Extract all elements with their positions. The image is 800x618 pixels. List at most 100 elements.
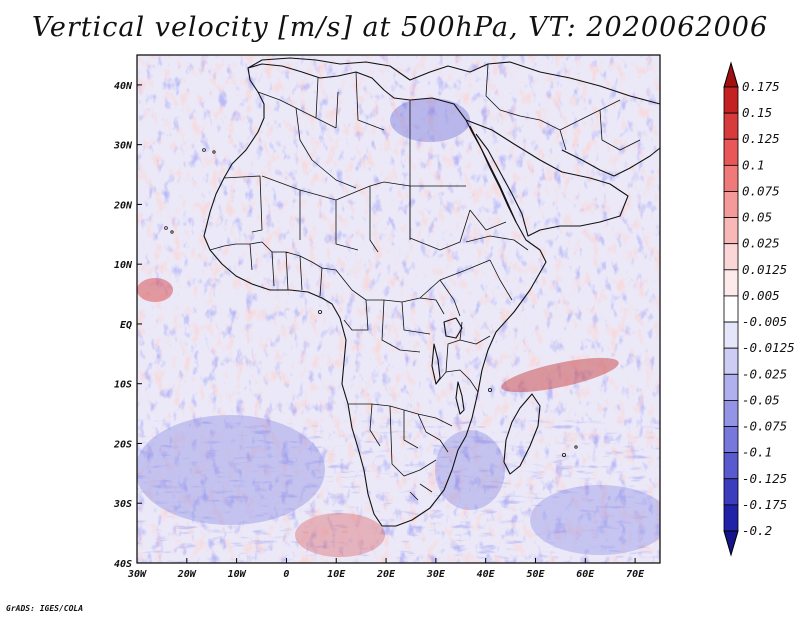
- colorbar-box: [723, 347, 739, 375]
- colorbar-bottom-triangle: [723, 530, 739, 557]
- lon-tick-label: 30E: [426, 569, 446, 580]
- lat-tick-label: 10S: [114, 380, 132, 391]
- lon-tick-label: 20W: [177, 569, 197, 580]
- cape-verde-island: [164, 226, 168, 230]
- colorbar-box: [723, 164, 739, 192]
- colorbar-label: 0.15: [742, 105, 772, 120]
- islands: [164, 148, 578, 457]
- colorbar-label: -0.025: [742, 366, 787, 381]
- lat-tick-label: 30S: [113, 499, 132, 510]
- colorbar-box: [723, 426, 739, 454]
- colorbar-label: 0.025: [742, 236, 780, 251]
- colorbar-label: 0.175: [742, 79, 780, 94]
- colorbar-box: [723, 86, 739, 114]
- persian-gulf: [561, 147, 661, 177]
- colorbar-label: 0.1: [742, 157, 765, 172]
- strong-descent-southwest-atlantic: [137, 415, 325, 525]
- plot-frame: [136, 54, 661, 564]
- bioko-island: [317, 309, 322, 314]
- colorbar-label: 0.05: [742, 210, 772, 225]
- border-maghreb: [257, 71, 385, 189]
- lat-tick-label: 30N: [113, 141, 133, 152]
- colorbar-label: -0.005: [742, 314, 787, 329]
- colorbar-label: -0.2: [742, 523, 772, 538]
- border-sahel: [223, 175, 411, 253]
- colorbar-box: [723, 269, 739, 297]
- lon-tick-label: 10E: [327, 569, 346, 580]
- mauritius-island: [562, 452, 567, 457]
- colorbar-box: [723, 217, 739, 245]
- country-borders: [209, 63, 641, 501]
- colorbar-box: [723, 400, 739, 427]
- africa-coastline: [203, 63, 547, 527]
- lon-tick-label: 30W: [127, 569, 147, 580]
- reunion-island: [574, 445, 578, 449]
- colorbar-label: -0.125: [742, 471, 787, 486]
- chart-title: Vertical velocity [m/s] at 500hPa, VT: 2…: [31, 12, 769, 43]
- lon-tick-label: 60E: [576, 569, 595, 580]
- colorbar-label: 0.125: [742, 131, 780, 146]
- colorbar-box: [723, 191, 739, 218]
- border-horn: [465, 209, 529, 301]
- lat-tick-label: 20S: [113, 439, 132, 450]
- colorbar-top-triangle: [723, 61, 739, 88]
- colorbar-label: -0.0125: [742, 340, 795, 355]
- colorbar-box: [723, 321, 739, 349]
- canary-island: [202, 148, 206, 152]
- border-west-africa: [209, 241, 337, 297]
- lake-malawi: [455, 381, 465, 415]
- ascent-patch-south-atlantic: [295, 513, 385, 557]
- colorbar-box: [723, 478, 739, 506]
- border-middle-east: [485, 63, 641, 151]
- lon-tick-label: 50E: [526, 569, 545, 580]
- comoros-island: [487, 387, 492, 392]
- longitude-axis: 30W 20W 10W 0 10E 20E 30E 40E 50E 60E 70E: [127, 558, 645, 580]
- colorbar-label: -0.175: [742, 497, 787, 512]
- lon-tick-label: 0: [283, 569, 289, 580]
- colorbar-label: 0.075: [742, 183, 780, 198]
- latitude-axis: 40N 30N 20N 10N EQ 10S 20S 30S 40S: [113, 81, 142, 570]
- lon-tick-label: 70E: [626, 569, 645, 580]
- arabian-peninsula: [465, 119, 629, 237]
- ascent-band-indian-ocean: [501, 357, 619, 393]
- canary-island: [212, 150, 216, 154]
- colorbar-box: [723, 373, 739, 401]
- colorbar-box: [723, 112, 739, 140]
- colorbar-label: -0.075: [742, 419, 787, 434]
- colorbar-box: [723, 138, 739, 166]
- eurasia-coast: [247, 57, 661, 105]
- lat-tick-label: EQ: [120, 320, 132, 331]
- colorbar-label: 0.0125: [742, 262, 787, 277]
- colorbar-box: [723, 452, 739, 480]
- border-central-africa: [335, 259, 491, 353]
- coastlines: [203, 57, 661, 527]
- grads-credit: GrADS: IGES/COLA: [6, 604, 84, 613]
- border-egypt-sudan: [409, 100, 471, 251]
- border-southern-africa: [348, 403, 453, 501]
- lon-tick-label: 10W: [228, 569, 247, 580]
- descent-patch-mozambique: [435, 430, 505, 510]
- colorbar-box: [723, 295, 739, 323]
- border-east-africa: [435, 321, 491, 393]
- ascent-patch-atlantic: [137, 278, 173, 302]
- descent-patch-eastern-med: [390, 98, 470, 142]
- colorbar-label: 0.005: [742, 288, 780, 303]
- field-streaks-south: [137, 420, 660, 563]
- colorbar: 0.175 0.15 0.125 0.1 0.075 0.05 0.025 0.0125 0.0…: [723, 61, 795, 557]
- colorbar-label: -0.1: [742, 445, 772, 460]
- lat-tick-label: 40N: [114, 81, 133, 92]
- strong-descent-southeast-indian: [530, 485, 660, 555]
- red-sea-east: [469, 125, 517, 223]
- madagascar-coastline: [503, 393, 541, 475]
- cape-verde-island: [170, 230, 174, 234]
- lat-tick-label: 10N: [114, 260, 133, 271]
- lat-tick-label: 20N: [113, 200, 133, 211]
- lon-tick-label: 20E: [376, 569, 396, 580]
- colorbar-label: -0.05: [742, 392, 780, 407]
- colorbar-box: [723, 504, 739, 532]
- colorbar-box: [723, 243, 739, 271]
- lake-victoria: [443, 317, 463, 339]
- lat-tick-label: 40S: [114, 559, 132, 570]
- lon-tick-label: 40E: [477, 569, 496, 580]
